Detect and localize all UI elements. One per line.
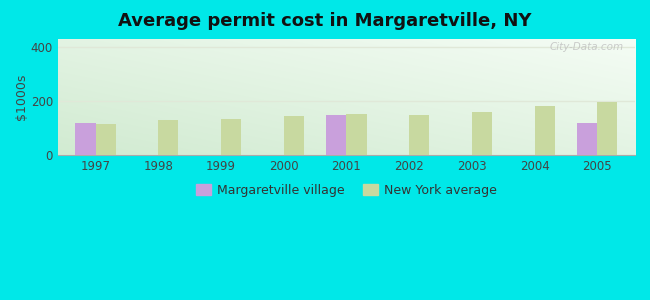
Bar [409,115,429,155]
Bar [75,123,96,155]
Bar [221,119,241,155]
Text: City-Data.com: City-Data.com [549,43,623,52]
Bar [283,116,304,155]
Bar [535,106,554,155]
Bar [346,114,367,155]
Bar [326,115,346,155]
Bar [597,102,618,155]
Text: Average permit cost in Margaretville, NY: Average permit cost in Margaretville, NY [118,12,532,30]
Bar [158,121,178,155]
Bar [472,112,492,155]
Y-axis label: $1000s: $1000s [15,74,28,120]
Legend: Margaretville village, New York average: Margaretville village, New York average [190,179,502,202]
Bar [577,123,597,155]
Bar [96,124,116,155]
